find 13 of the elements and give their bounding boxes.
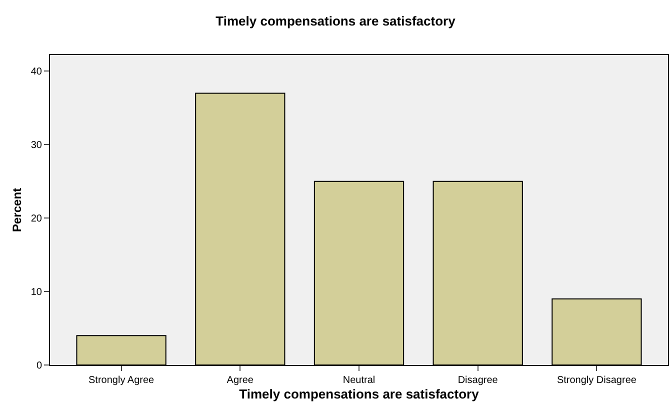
x-tick-label: Agree: [226, 375, 254, 386]
chart-title: Timely compensations are satisfactory: [216, 13, 456, 28]
y-tick-label: 0: [36, 360, 42, 372]
x-tick-label: Strongly Disagree: [556, 375, 637, 386]
y-tick-label: 20: [30, 214, 42, 225]
x-tick-label: Strongly Agree: [88, 375, 155, 386]
y-tick-label: 30: [30, 140, 42, 152]
x-axis-title: Timely compensations are satisfactory: [239, 386, 480, 402]
x-tick-label: Disagree: [458, 375, 498, 386]
x-tick-label: Neutral: [342, 375, 376, 386]
y-tick-label: 40: [30, 66, 42, 78]
y-tick-label: 10: [30, 287, 42, 298]
y-axis-title: Percent: [10, 188, 24, 232]
